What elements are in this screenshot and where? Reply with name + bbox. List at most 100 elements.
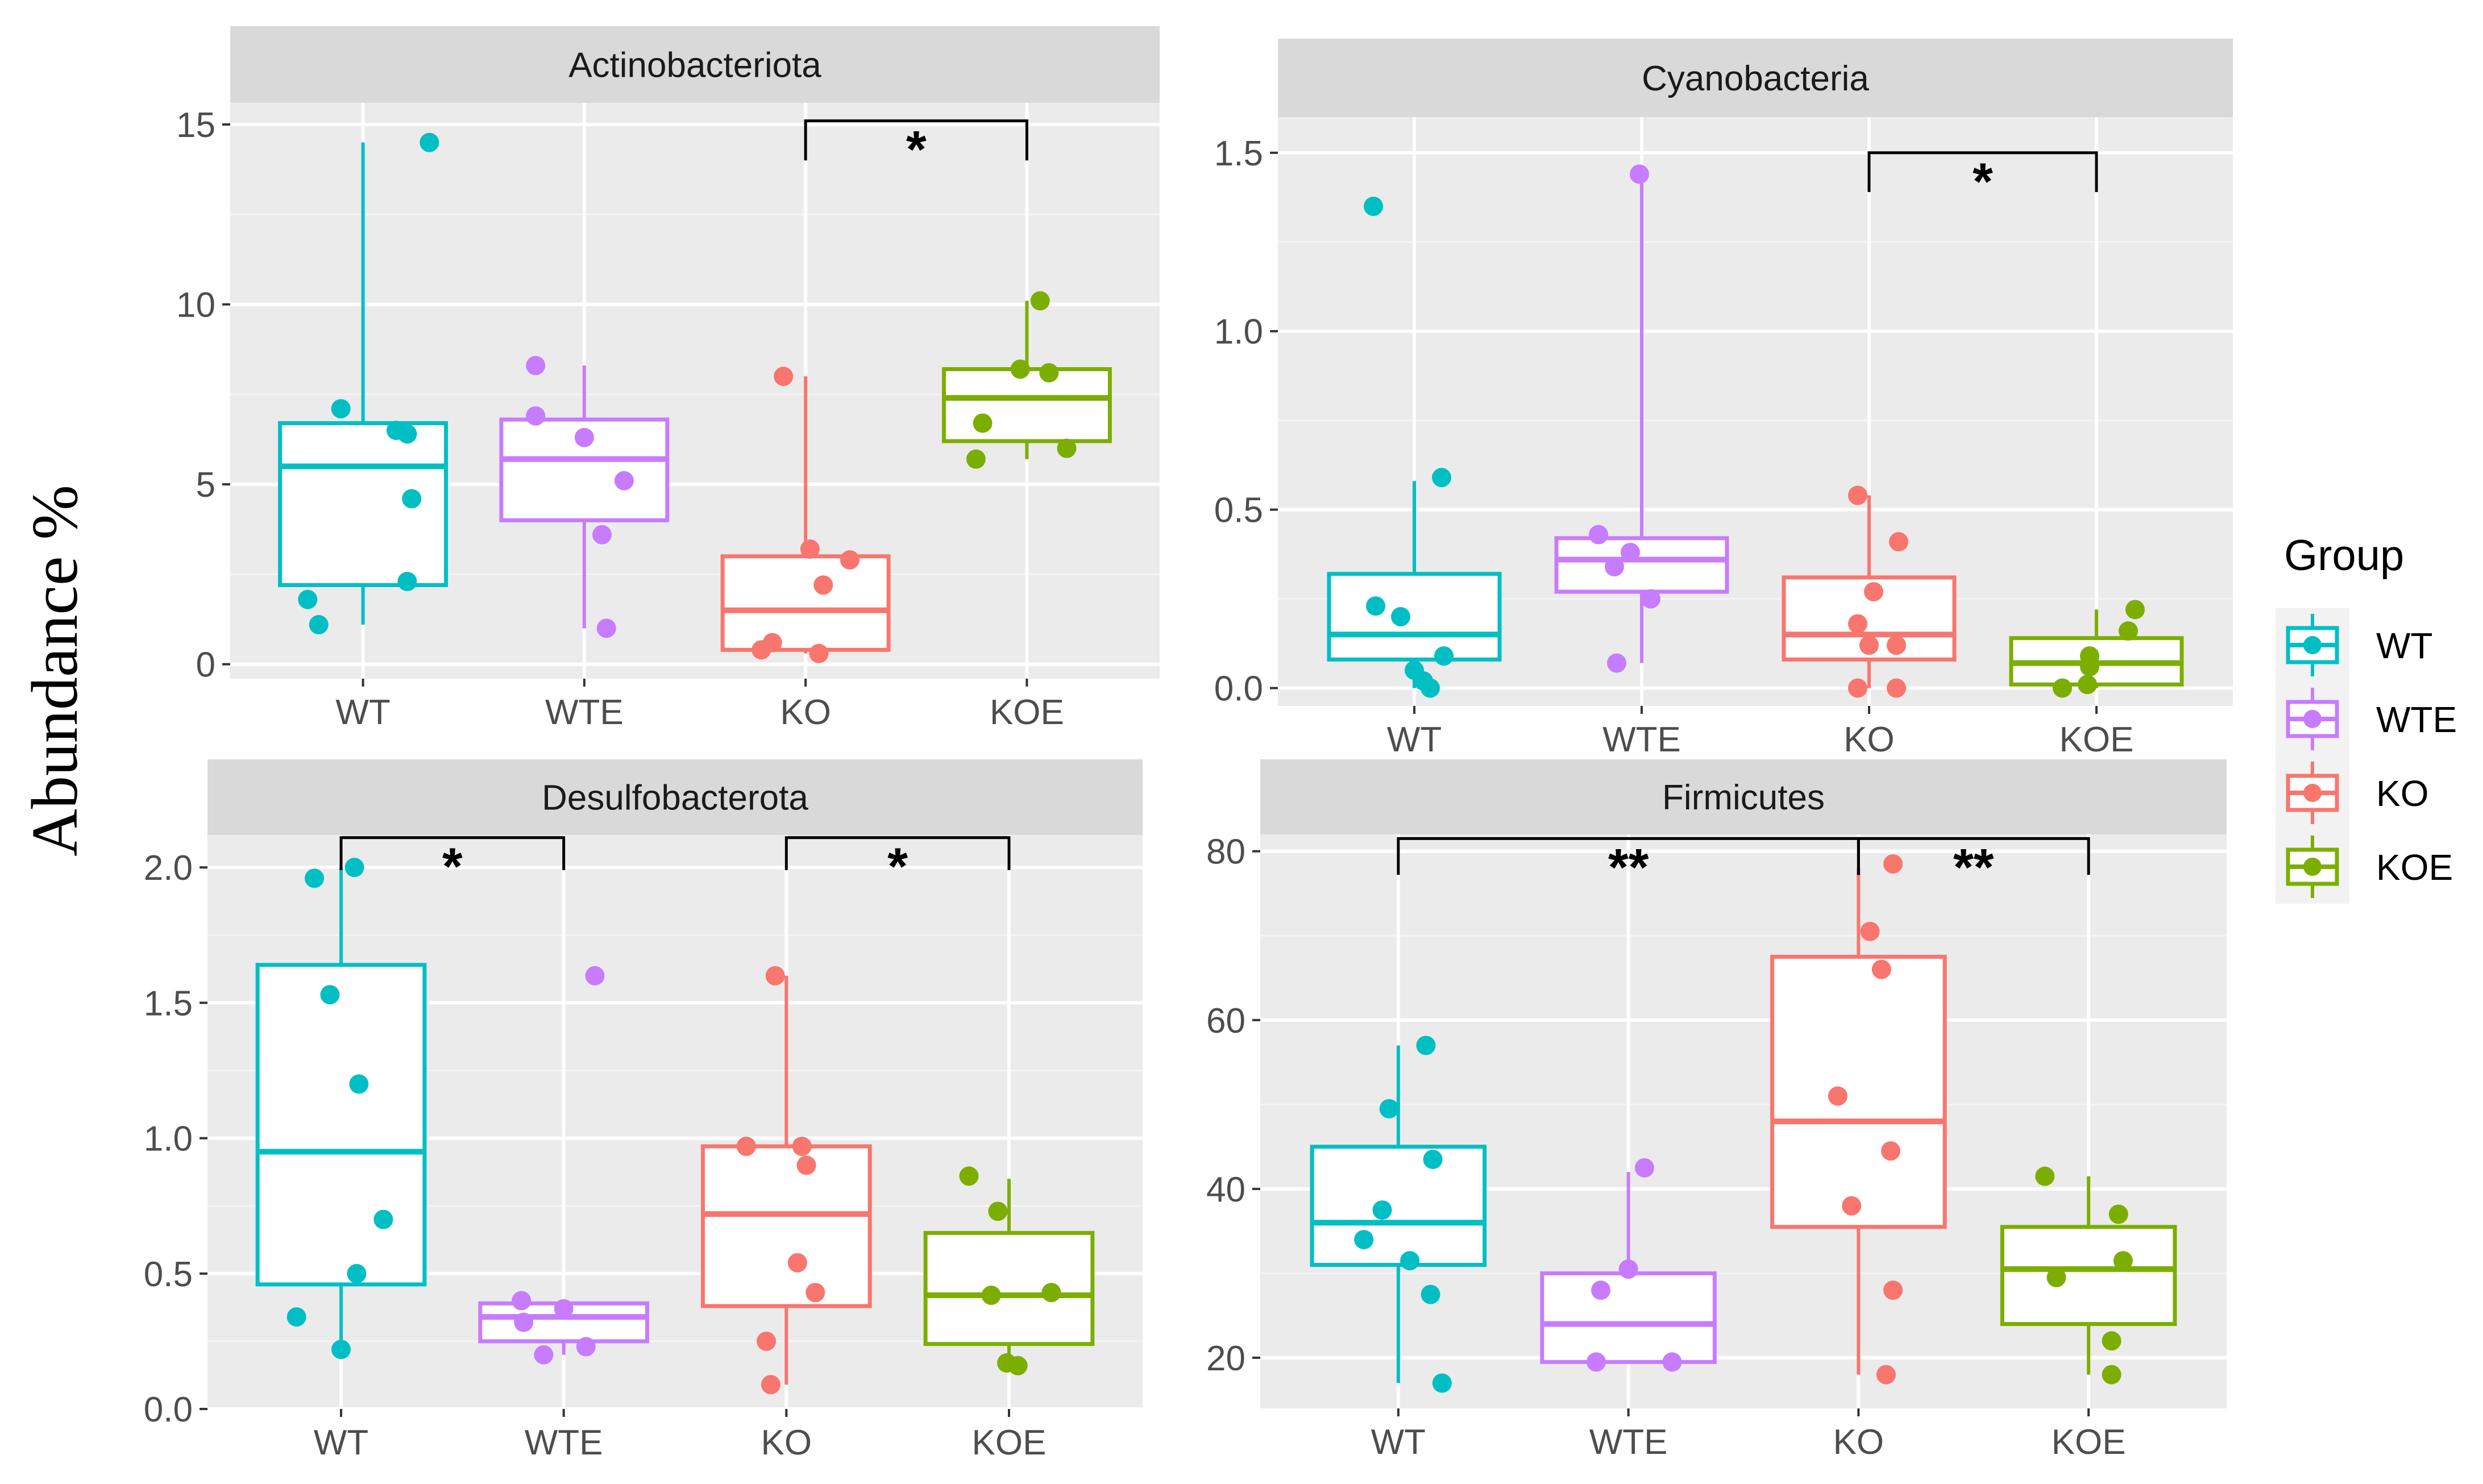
data-point-ko	[1887, 678, 1906, 698]
data-point-wte	[596, 618, 616, 638]
box-body	[1554, 536, 1729, 594]
data-point-ko	[1848, 614, 1867, 634]
data-point-koe	[1057, 438, 1077, 458]
boxplot-ko	[1770, 868, 1947, 1375]
data-point-wte	[1630, 164, 1649, 184]
legend-label: KO	[2376, 773, 2428, 814]
boxplot-wt	[1327, 481, 1502, 688]
significance-label: *	[906, 121, 927, 179]
data-point-koe	[1008, 1356, 1028, 1375]
significance-label: *	[1973, 153, 1993, 211]
data-point-ko	[792, 1136, 812, 1156]
data-point-wte	[534, 1345, 554, 1365]
y-tick-label: 60	[1206, 1001, 1245, 1041]
facet-strip	[1278, 39, 2233, 117]
data-point-koe	[981, 1285, 1001, 1305]
data-point-ko	[1860, 921, 1880, 941]
data-point-wt	[397, 572, 417, 592]
legend-key-point	[2303, 784, 2322, 802]
data-point-koe	[973, 413, 993, 433]
data-point-wt	[402, 489, 422, 509]
x-tick-label-koe: KOE	[990, 693, 1064, 732]
data-point-wte	[1621, 543, 1640, 563]
x-tick-label-wt: WT	[335, 693, 390, 732]
boxplot-wte	[499, 365, 670, 629]
data-point-wt	[298, 589, 318, 609]
data-point-ko	[761, 1375, 780, 1395]
box-body	[1327, 572, 1502, 662]
data-point-wte	[1591, 1281, 1611, 1300]
y-tick-label: 0.0	[1214, 670, 1263, 709]
data-point-koe	[2035, 1166, 2055, 1186]
data-point-koe	[1039, 363, 1059, 383]
data-point-wt	[1364, 196, 1383, 216]
y-tick-label: 0.5	[1214, 491, 1263, 530]
data-point-wte	[574, 427, 594, 447]
data-point-koe	[2102, 1331, 2121, 1351]
boxplot-ko	[700, 975, 872, 1385]
significance-label: **	[1608, 838, 1649, 896]
y-tick-label: 1.0	[1214, 313, 1263, 352]
data-point-wt	[349, 1074, 369, 1094]
data-point-wte	[614, 471, 634, 490]
box-body	[2000, 1225, 2177, 1326]
data-point-ko	[1871, 959, 1891, 979]
data-point-koe	[1010, 359, 1030, 379]
data-point-wte	[514, 1312, 534, 1332]
data-point-koe	[2080, 656, 2099, 676]
boxplot-wte	[1554, 174, 1729, 663]
data-point-wt	[397, 424, 417, 444]
data-point-ko	[1889, 532, 1908, 552]
data-point-ko	[809, 643, 829, 663]
significance-bracket: **	[1857, 837, 2090, 896]
data-point-wte	[1634, 1158, 1654, 1178]
x-tick-label-wt: WT	[314, 1423, 368, 1462]
data-point-ko	[1859, 635, 1879, 655]
data-point-ko	[736, 1136, 756, 1156]
legend-key-point	[2303, 858, 2322, 876]
legend: Group WT WTE KO KOE	[2276, 531, 2457, 904]
legend-title: Group	[2284, 531, 2404, 580]
data-point-koe	[2078, 675, 2097, 695]
data-point-ko	[1883, 854, 1903, 874]
data-point-ko	[840, 550, 860, 570]
data-point-wt	[1400, 1251, 1420, 1271]
facet-title: Cyanobacteria	[1642, 59, 1869, 98]
legend-label: WTE	[2376, 699, 2457, 740]
x-tick-label-wte: WTE	[1602, 720, 1681, 759]
significance-label: *	[887, 838, 908, 896]
data-point-wt	[373, 1209, 393, 1229]
data-point-wte	[585, 966, 605, 986]
data-point-wt	[1432, 1373, 1452, 1393]
x-tick-label-koe: KOE	[2052, 1423, 2126, 1462]
box-body	[941, 367, 1112, 443]
data-point-koe	[966, 449, 986, 469]
data-point-wt	[320, 985, 340, 1005]
data-point-wte	[1662, 1352, 1682, 1372]
data-point-wt	[309, 615, 329, 635]
facet-strip	[207, 759, 1143, 835]
data-point-wte	[576, 1337, 596, 1357]
panel-firmicutes: Firmicutes 20 40 60 80 WT WTE KO KOE ** **	[1206, 759, 2227, 1462]
data-point-wt	[331, 399, 351, 419]
data-point-ko	[1842, 1196, 1862, 1216]
significance-label: *	[442, 838, 463, 896]
data-point-ko	[1881, 1141, 1901, 1161]
x-tick-label-wte: WTE	[525, 1423, 603, 1462]
box-body	[700, 1144, 872, 1308]
facet-title: Firmicutes	[1662, 778, 1825, 817]
legend-key-point	[2303, 710, 2322, 728]
bracket-line	[339, 836, 566, 870]
legend-label: WT	[2376, 625, 2433, 666]
data-point-ko	[1828, 1086, 1847, 1106]
data-point-koe	[2108, 1204, 2128, 1224]
legend-item-ko: KO	[2276, 756, 2428, 830]
data-point-wte	[1618, 1259, 1638, 1279]
panel-actinobacteriota: Actinobacteriota 0 5 10 15 WT WTE KO KOE *	[176, 26, 1160, 732]
data-point-ko	[774, 367, 794, 386]
bracket-line	[1857, 837, 2090, 875]
significance-bracket: *	[1867, 151, 2098, 211]
box-body	[255, 963, 427, 1287]
data-point-wt	[1416, 1036, 1436, 1055]
data-point-ko	[1887, 635, 1906, 655]
